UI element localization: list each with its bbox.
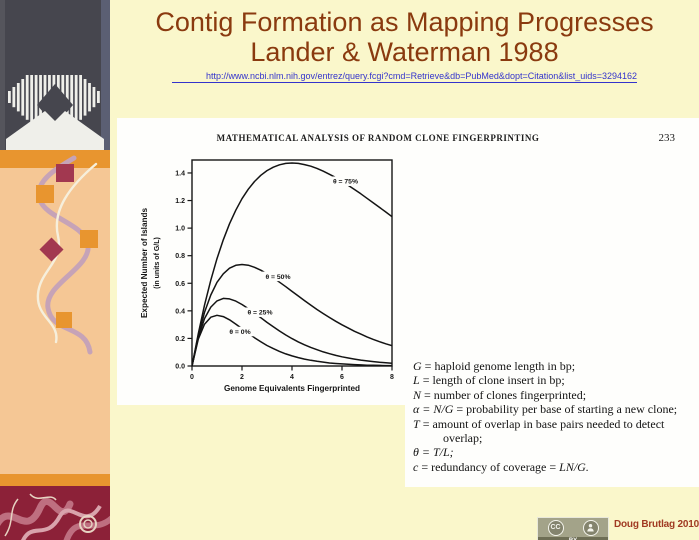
- curve-theta-75: [192, 162, 392, 366]
- svg-text:1.2: 1.2: [175, 198, 185, 205]
- definition-line: G = haploid genome length in bp;: [413, 359, 576, 373]
- svg-text:θ = 0%: θ = 0%: [229, 329, 250, 336]
- curve-label-theta-75: θ = 75%: [328, 176, 363, 186]
- ribbon-white-line: [36, 162, 98, 344]
- slide-title-line-1: Contig Formation as Mapping Progresses: [155, 7, 654, 37]
- svg-text:0.8: 0.8: [175, 253, 185, 260]
- slide-title-line-2: Lander & Waterman 1988: [250, 37, 559, 67]
- attribution-person-icon: [582, 519, 599, 536]
- pubmed-citation-link[interactable]: http://www.ncbi.nlm.nih.gov/entrez/query…: [205, 71, 638, 81]
- citation-link-row: http://www.ncbi.nlm.nih.gov/entrez/query…: [110, 71, 699, 83]
- curve-theta-0: [192, 314, 392, 366]
- university-logo: [0, 0, 110, 150]
- definitions-list: G = haploid genome length in bp; L = leng…: [413, 359, 693, 474]
- swirl-pattern: [0, 486, 115, 540]
- university-logo-art: [0, 0, 110, 150]
- definition-line: α = N/G = probability per base of starti…: [413, 402, 678, 417]
- svg-text:0.4: 0.4: [175, 308, 185, 315]
- sidebar-ribbon-art: [36, 155, 98, 355]
- svg-text:θ = 25%: θ = 25%: [247, 310, 272, 317]
- curve-theta-50: [192, 263, 392, 366]
- svg-text:8: 8: [390, 374, 394, 381]
- ribbon-diamond-maroon: [39, 237, 64, 262]
- svg-text:0: 0: [190, 374, 194, 381]
- cc-icon: CC: [547, 519, 564, 536]
- curve-label-theta-50: θ = 50%: [260, 271, 296, 282]
- x-axis: 0 2 4 6 8: [190, 366, 394, 381]
- decorative-sidebar: [0, 0, 115, 540]
- svg-text:0.2: 0.2: [175, 336, 185, 343]
- cc-license-badge[interactable]: CC BY: [537, 517, 609, 540]
- y-axis-subtitle: (in units of G/L): [154, 237, 161, 289]
- curve-label-theta-0: θ = 0%: [224, 326, 256, 337]
- ribbon-square-maroon-1: [56, 164, 74, 182]
- definition-line: T = amount of overlap in base pairs need…: [413, 416, 665, 446]
- definition-line: θ = T/L;: [413, 445, 454, 460]
- paper-definitions: G = haploid genome length in bp; L = leng…: [405, 355, 699, 487]
- sidebar-swirl-art: [0, 486, 115, 540]
- definition-line: c = redundancy of coverage = LN/G.: [413, 459, 589, 474]
- svg-text:0.0: 0.0: [175, 364, 185, 371]
- svg-text:6: 6: [340, 374, 344, 381]
- ribbon-square-orange-2: [80, 230, 98, 248]
- author-credit: Doug Brutlag 2010: [614, 519, 699, 530]
- svg-text:1.0: 1.0: [175, 226, 185, 233]
- svg-text:θ = 75%: θ = 75%: [333, 179, 358, 186]
- svg-text:1.4: 1.4: [175, 170, 185, 177]
- paper-page-number: 233: [658, 132, 676, 144]
- paper-running-head: MATHEMATICAL ANALYSIS OF RANDOM CLONE FI…: [216, 133, 540, 143]
- x-axis-title: Genome Equivalents Fingerprinted: [224, 384, 360, 393]
- sidebar-orange-band-top: [0, 150, 110, 168]
- cc-by-label: BY: [538, 537, 608, 540]
- definition-line: N = number of clones fingerprinted;: [413, 387, 587, 402]
- curve-label-theta-25: θ = 25%: [242, 307, 278, 317]
- svg-text:0.6: 0.6: [175, 281, 185, 288]
- curve-theta-25: [192, 297, 392, 366]
- lander-waterman-chart: 0.0 0.2 0.4 0.6 0.8 1.0 1.2 1.4 0 2 4 6 8 θ = 75% θ = …: [140, 159, 394, 393]
- sidebar-orange-band-bottom: [0, 474, 110, 486]
- ribbon-square-orange-3: [56, 312, 72, 328]
- svg-text:2: 2: [240, 374, 244, 381]
- definition-line: L = length of clone insert in bp;: [413, 373, 565, 388]
- svg-text:4: 4: [290, 374, 294, 381]
- y-axis: 0.0 0.2 0.4 0.6 0.8 1.0 1.2 1.4: [175, 170, 192, 371]
- svg-text:θ = 50%: θ = 50%: [265, 274, 290, 281]
- ribbon-square-orange-1: [36, 185, 54, 203]
- y-axis-title: Expected Number of Islands: [140, 208, 149, 319]
